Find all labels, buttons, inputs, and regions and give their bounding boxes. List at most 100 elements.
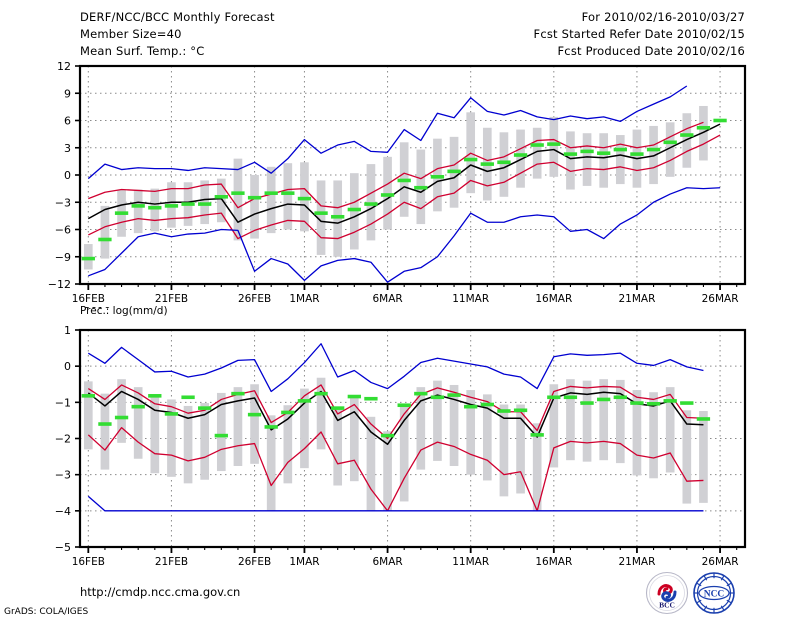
spread-box [83,381,93,450]
svg-text:16MAR: 16MAR [535,556,572,568]
svg-text:0: 0 [64,360,71,373]
svg-text:26MAR: 26MAR [702,293,739,305]
spread-box [482,394,492,481]
median-marker [331,214,345,219]
svg-text:21FEB: 21FEB [155,293,188,305]
svg-text:16MAR: 16MAR [535,293,572,305]
website-url[interactable]: http://cmdp.ncc.cma.gov.cn [80,585,241,599]
spread-box [316,377,326,450]
svg-text:1MAR: 1MAR [289,556,319,568]
member-size-label: Member Size=40 [80,27,182,41]
median-marker [680,133,694,137]
precipitation-chart: 1 0 −1 −2 −3 −4 −5 16FEB 21FEB 26FEB 1MAR 6MAR 11MAR… [0,318,800,568]
spread-box [433,138,442,212]
median-marker [696,417,711,421]
spread-box [133,387,143,459]
median-marker [646,401,661,406]
svg-text:16FEB: 16FEB [72,293,105,305]
median-marker [281,191,295,195]
median-marker [397,178,411,183]
median-marker [380,433,395,438]
spread-box [532,127,542,179]
spread-box [566,379,575,461]
median-marker [214,433,228,438]
median-marker [464,157,478,162]
median-marker [181,202,195,206]
series-min [87,495,704,512]
spread-box [383,156,392,230]
median-marker [414,185,428,190]
spread-box [699,105,708,161]
spread-box [100,393,110,470]
median-marker [247,412,262,417]
median-marker [98,422,112,426]
spread-box [200,180,210,225]
spread-box [150,188,160,232]
svg-text:−5: −5 [55,541,71,554]
spread-box [366,416,376,511]
spread-box [433,380,442,461]
median-marker [530,143,544,147]
spread-box [665,387,675,473]
spread-box [665,122,675,177]
median-marker [430,395,445,400]
median-marker [364,396,378,401]
svg-text:21FEB: 21FEB [155,556,188,568]
median-marker [131,204,145,208]
median-marker [430,175,445,179]
median-marker [447,393,461,397]
median-marker [447,169,461,174]
median-marker [364,202,378,206]
svg-text:11MAR: 11MAR [452,556,489,568]
spread-box [449,384,459,466]
median-marker [198,406,212,410]
median-marker [380,193,395,197]
median-marker [630,401,644,405]
median-marker [81,394,95,398]
svg-text:−6: −6 [55,224,71,237]
median-marker [347,207,361,212]
spread-box [216,178,226,223]
spread-box [582,133,592,186]
spread-box [549,384,559,468]
svg-text:−4: −4 [55,505,71,518]
spread-box [599,133,609,188]
svg-text:21MAR: 21MAR [618,556,655,568]
grads-credit: GrADS: COLA/IGES [4,607,89,617]
median-marker [148,394,162,398]
svg-text:3: 3 [64,142,71,155]
median-marker [131,404,145,409]
svg-text:1: 1 [64,324,71,337]
spread-box [649,392,658,479]
median-marker [713,118,727,123]
spread-box [516,404,525,494]
spread-box [682,113,692,168]
svg-text:11MAR: 11MAR [452,293,489,305]
spread-box [250,175,259,239]
median-marker [513,408,528,413]
series-max [87,343,704,393]
spread-box [566,131,575,190]
median-marker [347,394,361,399]
year-label: 2010 [84,306,111,308]
spread-box [233,387,243,466]
svg-text:−2: −2 [55,433,71,446]
spread-box [682,410,692,504]
spread-box [366,164,376,241]
series-q25 [88,134,721,240]
spread-box [216,392,226,472]
spread-box [349,173,359,250]
spread-box [300,162,309,232]
spread-box [100,205,110,259]
series-max [87,85,688,180]
median-marker [114,415,129,420]
median-marker [198,202,212,206]
svg-text:0: 0 [64,169,71,182]
spread-box [532,423,542,511]
median-marker [281,410,295,415]
median-marker [98,237,112,242]
median-marker [297,196,312,201]
median-marker [214,195,228,199]
